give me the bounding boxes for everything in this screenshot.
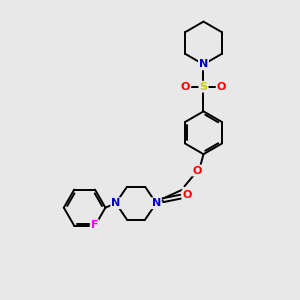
Text: O: O [181,82,190,92]
Text: O: O [192,166,202,176]
Text: S: S [200,82,208,92]
Text: N: N [152,198,161,208]
Text: N: N [111,198,120,208]
Text: O: O [182,190,192,200]
Text: F: F [91,220,98,230]
Text: O: O [217,82,226,92]
Text: N: N [199,59,208,69]
